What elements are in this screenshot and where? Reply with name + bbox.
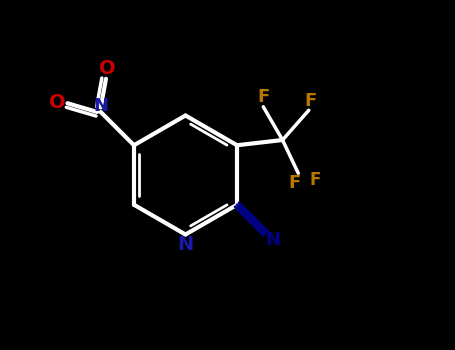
Text: F: F xyxy=(257,88,269,106)
Text: N: N xyxy=(177,235,194,254)
Text: N: N xyxy=(265,231,280,248)
Text: F: F xyxy=(304,92,317,111)
Text: N: N xyxy=(93,97,108,115)
Text: F: F xyxy=(309,170,321,189)
Text: O: O xyxy=(49,93,66,112)
Text: F: F xyxy=(288,174,301,192)
Text: O: O xyxy=(99,60,116,78)
